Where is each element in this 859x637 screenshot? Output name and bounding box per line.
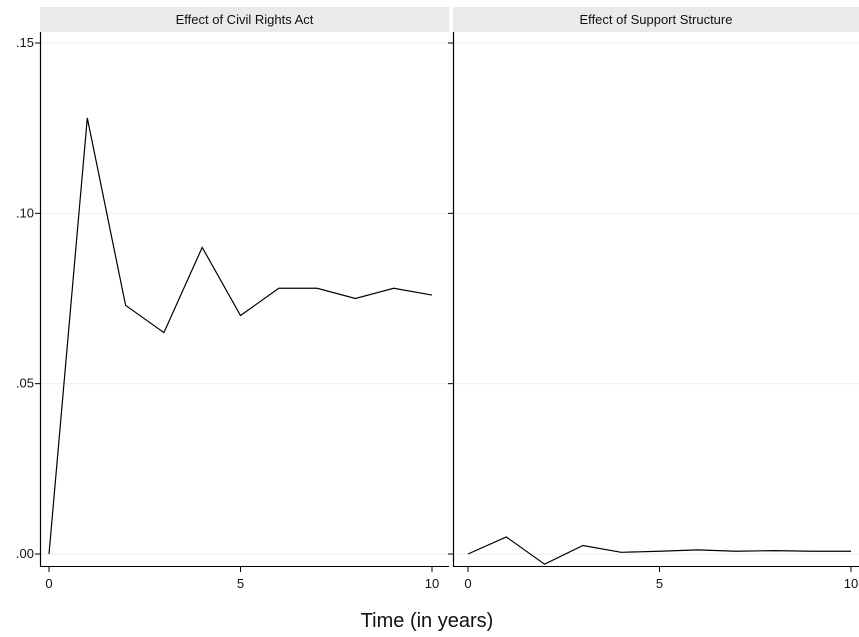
series-line [48,117,433,555]
x-tick-label: 0 [45,576,52,591]
x-tick-label: 5 [237,576,244,591]
x-tick-label: 10 [425,576,439,591]
panel-title: Effect of Support Structure [580,12,733,27]
series-line [467,536,851,565]
y-tick-label: .10 [16,205,34,220]
x-axis-title: Time (in years) [361,610,494,632]
panel-title-strip [40,7,449,32]
panel-title: Effect of Civil Rights Act [176,12,314,27]
x-tick-label: 5 [656,576,663,591]
panel-title-strip [453,7,859,32]
x-tick-label: 10 [844,576,858,591]
y-tick-label: .00 [16,546,34,561]
panel-2: Effect of Support Structure 0 5 10 [448,7,859,591]
y-tick-label: .05 [16,376,34,391]
panel-1: Effect of Civil Rights Act .00 .05 .10 .15 0 5… [16,7,449,591]
x-tick-label: 0 [464,576,471,591]
y-tick-label: .15 [16,35,34,50]
